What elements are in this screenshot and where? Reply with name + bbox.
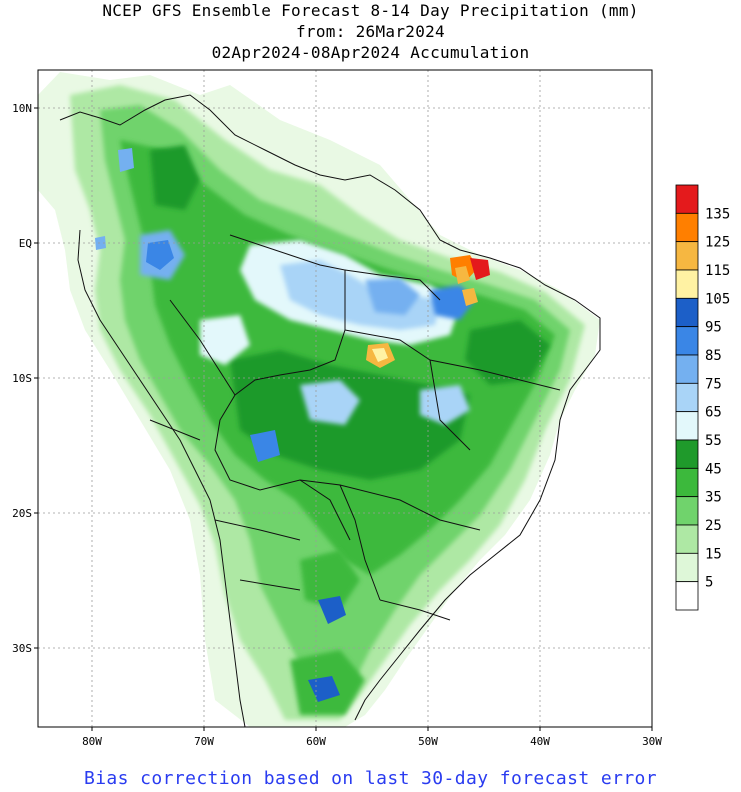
- coastlines-and-borders: [59, 94, 601, 727]
- lon-label-70w: 70W: [194, 735, 214, 748]
- west-coastline: [77, 229, 246, 727]
- legend-label: 35: [705, 490, 722, 506]
- legend-label: 125: [705, 235, 730, 251]
- legend-label: 105: [705, 291, 730, 307]
- legend-label: 75: [705, 376, 722, 392]
- legend-swatch: [675, 439, 699, 469]
- legend-swatch: [675, 212, 699, 243]
- lat-label-10n: 10N: [12, 102, 32, 115]
- legend-swatch: [675, 524, 699, 554]
- map-title: NCEP GFS Ensemble Forecast 8-14 Day Prec…: [102, 1, 639, 20]
- coastline: [59, 94, 601, 721]
- legend-label: 65: [705, 405, 722, 421]
- legend-label: 135: [705, 206, 730, 222]
- graticule: [38, 70, 652, 727]
- legend-swatch: [675, 382, 699, 413]
- legend-label: 25: [705, 518, 722, 534]
- lat-label-20s: 20S: [12, 507, 32, 520]
- latitude-axis: 10N EQ 10S 20S 30S: [12, 102, 38, 655]
- legend-swatch: [675, 496, 699, 526]
- brazil-west-border: [214, 234, 381, 601]
- lat-label-30s: 30S: [12, 642, 32, 655]
- lon-label-40w: 40W: [530, 735, 550, 748]
- legend-label: 95: [705, 320, 722, 336]
- legend-swatch: [675, 581, 699, 611]
- lon-label-80w: 80W: [82, 735, 102, 748]
- lat-label-10s: 10S: [12, 372, 32, 385]
- state-borders: [299, 269, 561, 621]
- legend-swatch: [675, 241, 699, 271]
- accumulation-period: 02Apr2024-08Apr2024 Accumulation: [211, 43, 530, 62]
- color-bar-legend: 135 125 115 105 95 85 75 65 55 45 35 25 15 5: [675, 184, 730, 611]
- legend-swatch: [675, 467, 699, 498]
- legend-label: 115: [705, 263, 730, 279]
- legend-swatch: [675, 184, 699, 214]
- andes-borders: [149, 299, 301, 591]
- bias-correction-note: Bias correction based on last 30-day for…: [83, 768, 658, 789]
- lon-label-50w: 50W: [418, 735, 438, 748]
- legend-swatch: [675, 297, 699, 328]
- legend-label: 55: [705, 433, 722, 449]
- lon-label-30w: 30W: [642, 735, 662, 748]
- legend-label: 15: [705, 546, 722, 562]
- legend-swatch: [675, 411, 699, 441]
- forecast-issue-date: from: 26Mar2024: [296, 22, 445, 41]
- lat-label-eq: EQ: [19, 237, 32, 250]
- legend-swatch: [675, 552, 699, 583]
- plot-frame: [37, 69, 653, 728]
- legend-swatch: [675, 354, 699, 384]
- legend-swatch: [675, 269, 699, 299]
- legend-label: 5: [705, 575, 713, 591]
- longitude-axis: 80W 70W 60W 50W 40W 30W: [82, 727, 662, 748]
- legend-swatch: [675, 326, 699, 356]
- legend-label: 85: [705, 348, 722, 364]
- legend-label: 45: [705, 461, 722, 477]
- precipitation-field: [38, 72, 600, 727]
- lon-label-60w: 60W: [306, 735, 326, 748]
